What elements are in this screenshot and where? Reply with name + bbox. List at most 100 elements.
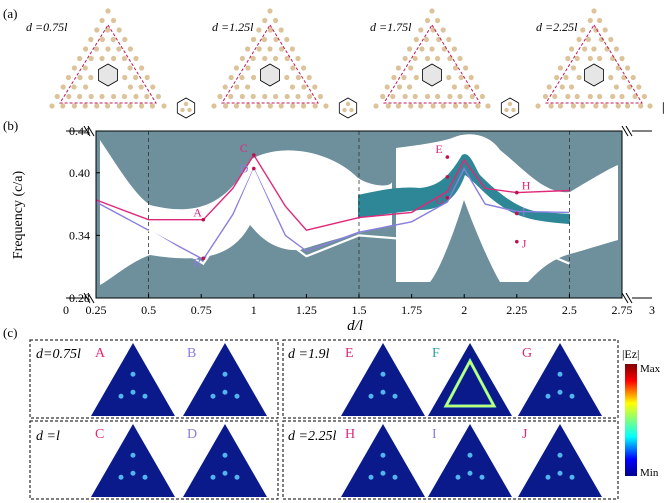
point-label-A: A <box>193 206 202 220</box>
mode-label-I: I <box>432 427 437 442</box>
field-triangle <box>183 343 267 416</box>
hot-spot <box>130 371 136 377</box>
rod <box>615 103 621 109</box>
rod <box>250 55 256 62</box>
cavity-hexagon <box>422 63 442 87</box>
rod <box>613 84 620 90</box>
colorbar-title: |Ez| <box>622 347 639 361</box>
mode-curves <box>95 153 570 266</box>
unit-rod <box>187 107 192 113</box>
rod <box>88 74 94 81</box>
rod <box>418 103 424 109</box>
rod <box>256 27 262 33</box>
rod <box>574 93 580 100</box>
point-label-B: B <box>193 255 201 269</box>
rod <box>122 36 128 43</box>
rod <box>446 36 452 43</box>
rod <box>435 55 441 62</box>
hot-spot <box>392 393 398 399</box>
rod <box>88 93 94 100</box>
lattice-2 <box>211 8 358 119</box>
rod <box>295 93 301 100</box>
rod <box>557 65 564 71</box>
point-label-F: F <box>435 170 442 184</box>
rod <box>619 55 625 62</box>
rod <box>301 84 307 90</box>
axis-break-marks <box>66 125 652 304</box>
field-map-5: E <box>341 343 425 416</box>
hot-spot <box>557 389 563 395</box>
lattice-3 <box>373 8 520 119</box>
rod <box>610 55 616 62</box>
field-triangle <box>341 424 425 497</box>
x-tick-label: 3 <box>649 303 655 317</box>
rod <box>602 103 608 109</box>
rod <box>452 65 459 71</box>
rod <box>245 84 251 90</box>
mode-label-E: E <box>345 346 354 361</box>
supercell-outline <box>221 24 319 104</box>
rod <box>301 65 307 71</box>
hot-spot <box>380 452 386 458</box>
rod <box>625 103 631 109</box>
rod <box>139 103 145 109</box>
unit-rod <box>504 107 509 113</box>
hot-spot <box>479 474 485 480</box>
rod <box>150 84 156 90</box>
point-B <box>201 256 206 261</box>
x-tick-label: 1.75 <box>401 303 422 317</box>
rod <box>60 103 66 109</box>
rod <box>306 93 313 100</box>
rod <box>105 8 111 14</box>
rod <box>385 103 391 109</box>
rod <box>457 93 463 100</box>
rod <box>65 74 72 81</box>
rod <box>267 8 273 14</box>
point-label-C: C <box>240 141 248 155</box>
hot-spot <box>222 452 228 458</box>
rod <box>306 74 312 81</box>
rod <box>563 74 569 81</box>
rod <box>149 103 156 109</box>
panel-a-label: (a) <box>3 6 17 21</box>
unit-rod <box>349 107 354 113</box>
rod <box>289 84 295 90</box>
rod <box>133 93 139 100</box>
group-box-4 <box>282 420 619 500</box>
x-tick-label: 1.5 <box>352 303 367 317</box>
hot-spot <box>557 452 563 458</box>
rod <box>463 65 469 71</box>
rod <box>475 103 481 109</box>
rod <box>139 65 145 71</box>
hot-spot <box>467 470 473 476</box>
rod <box>464 84 470 90</box>
hot-spot <box>545 474 551 480</box>
rod <box>419 46 425 52</box>
rod <box>407 84 413 90</box>
rod <box>273 93 279 100</box>
rod <box>233 65 239 71</box>
x-axis-label: d/l <box>347 318 363 334</box>
rod <box>116 103 122 109</box>
rod <box>267 27 273 33</box>
lattice-4 <box>535 8 664 114</box>
rod <box>262 93 268 100</box>
field-map-4: D <box>183 424 267 497</box>
rod <box>217 93 223 100</box>
field-triangle <box>518 424 602 497</box>
rod <box>597 17 603 24</box>
rod <box>222 103 229 109</box>
hot-spot <box>222 470 228 476</box>
hot-spot <box>118 474 124 480</box>
x-tick-label: 0.25 <box>86 303 107 317</box>
rod <box>469 93 475 100</box>
rod <box>312 103 318 109</box>
rod <box>395 103 401 109</box>
group-box-2 <box>29 420 279 500</box>
rod <box>602 27 608 33</box>
rod <box>121 93 128 100</box>
mode-label-D: D <box>187 427 197 442</box>
rod <box>83 84 89 90</box>
rod <box>591 8 597 14</box>
rod <box>284 36 290 43</box>
